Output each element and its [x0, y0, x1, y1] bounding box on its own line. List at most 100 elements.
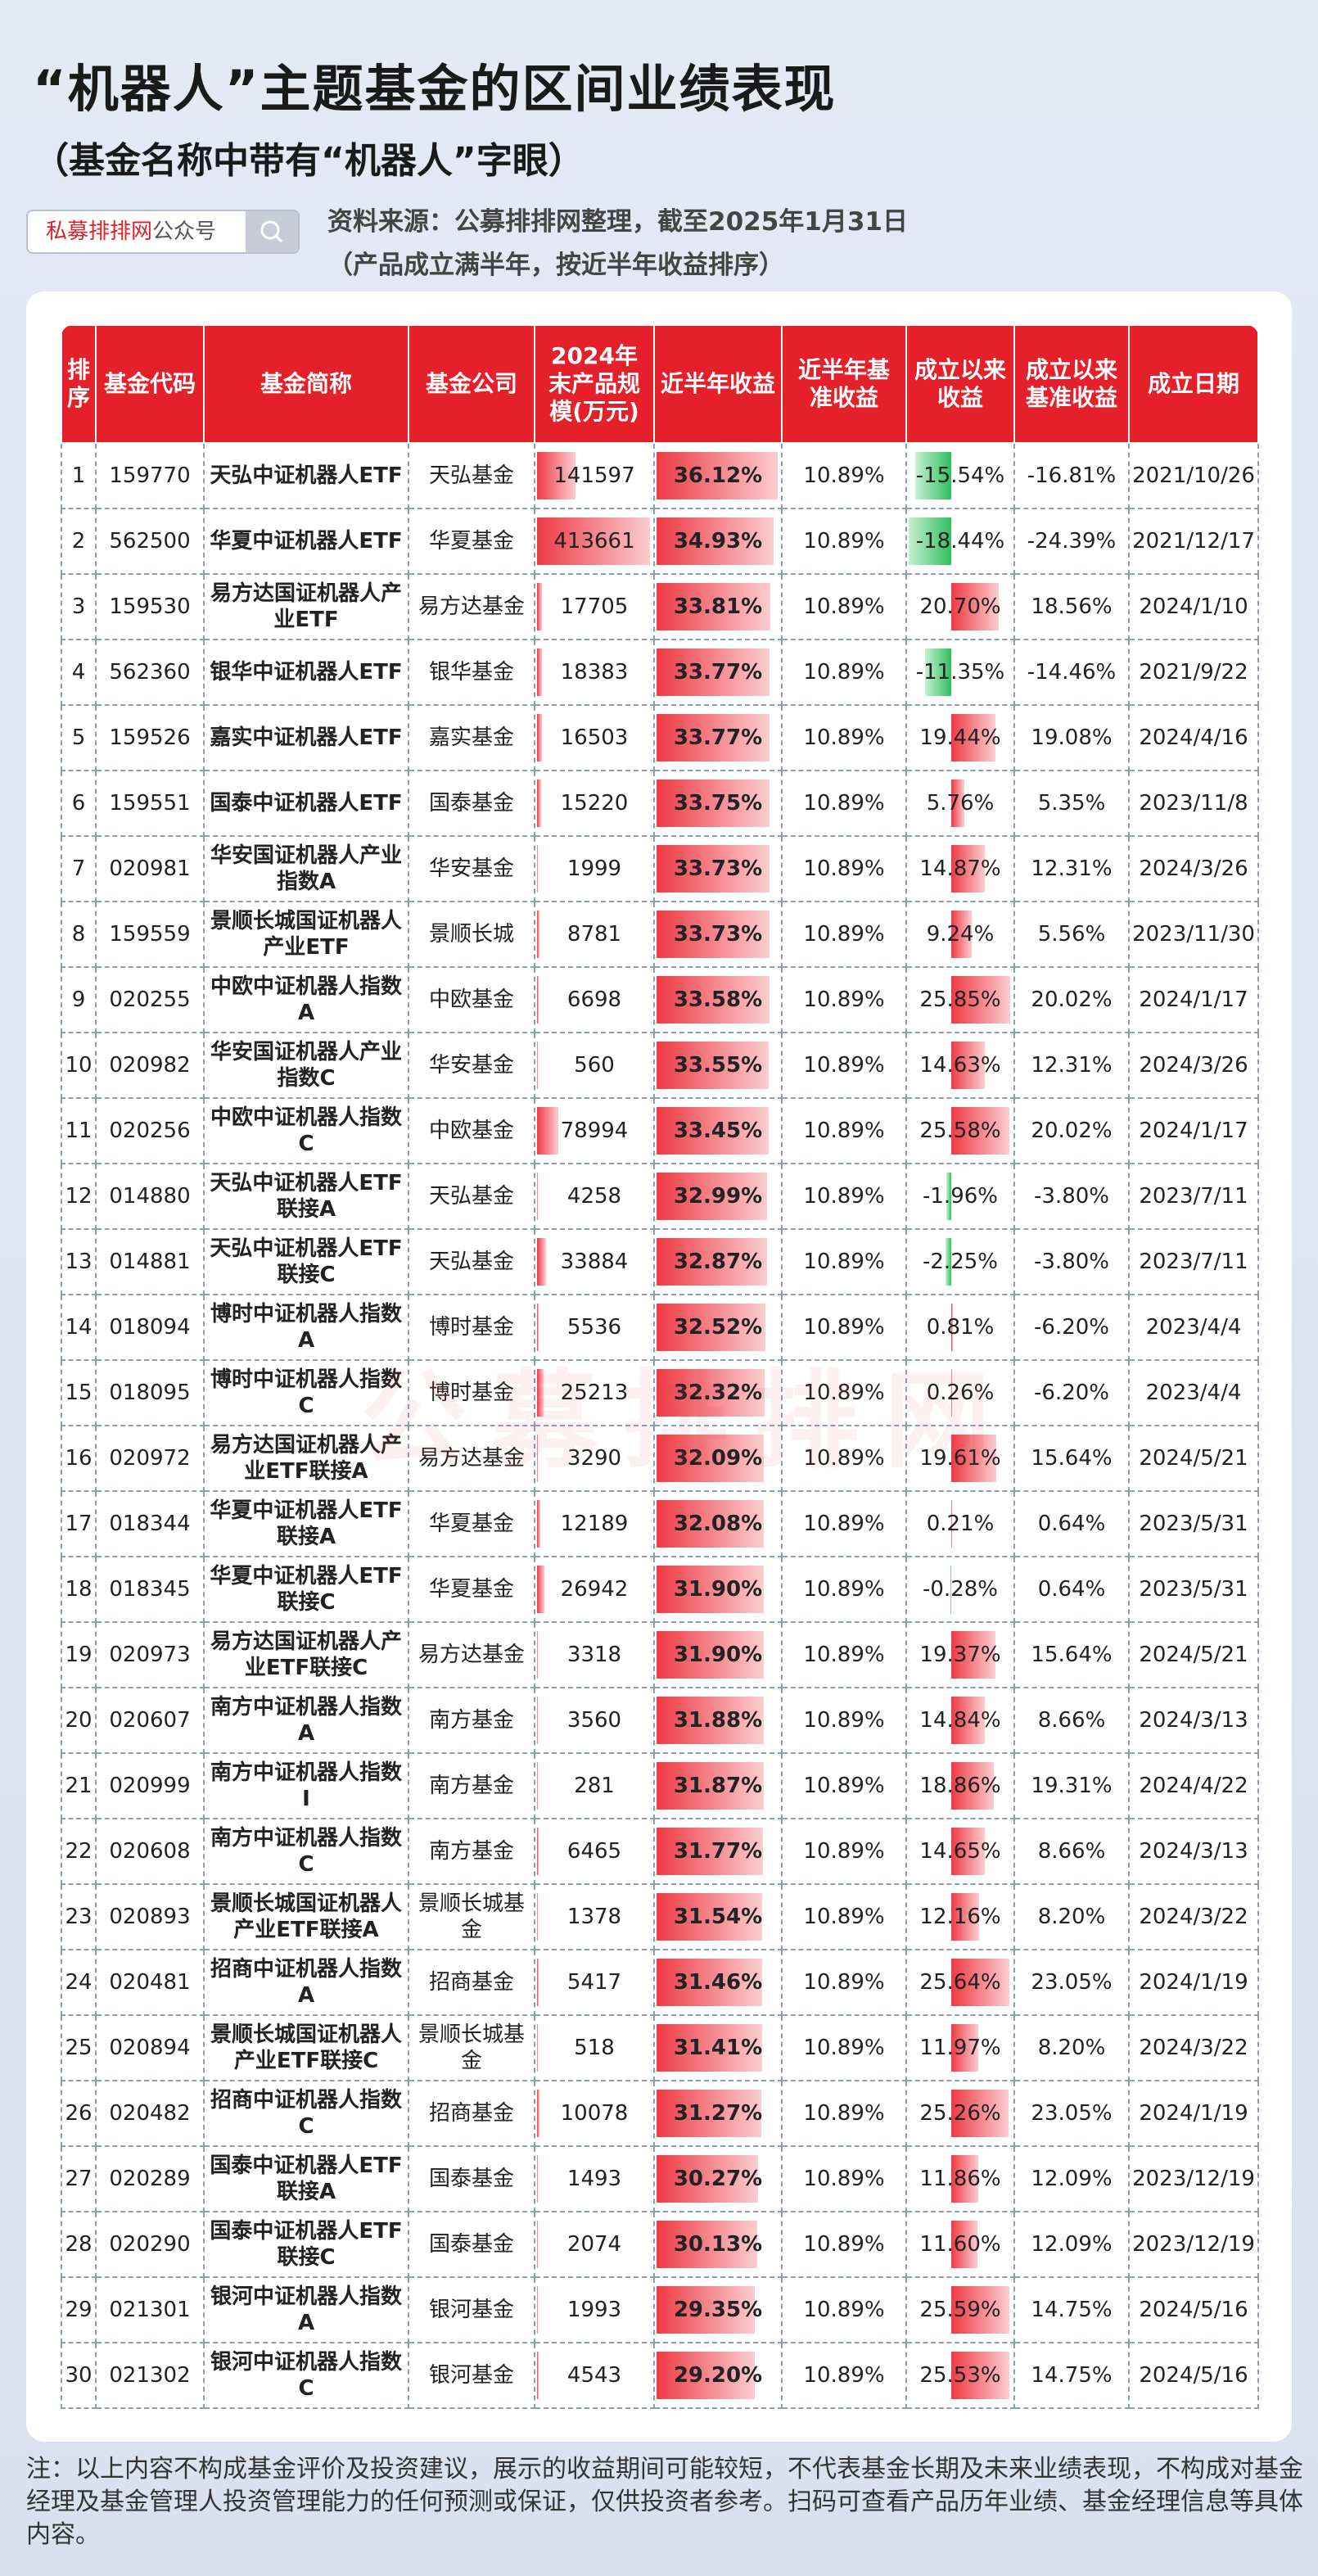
search-box[interactable]: 私募排排网公众号 — [26, 210, 300, 254]
table-cell: 141597 — [534, 442, 655, 509]
cell-text: 12.09% — [1031, 2167, 1113, 2191]
cell-text: 银华中证机器人ETF — [210, 660, 403, 685]
cell-text: 25.64% — [919, 1970, 1001, 1995]
search-button[interactable] — [246, 211, 298, 252]
cell-text: 33.58% — [673, 987, 763, 1012]
cell-text: 25.53% — [919, 2363, 1001, 2388]
cell-text: 10.89% — [803, 1577, 885, 1602]
cell-text: -16.81% — [1027, 463, 1117, 488]
cell-text: 33884 — [560, 1250, 629, 1274]
table-cell: 11.86% — [905, 2145, 1015, 2212]
data-bar — [537, 649, 543, 696]
column-header: 排序 — [61, 324, 97, 444]
table-cell: 10.89% — [781, 1687, 907, 1754]
table-cell: 10.89% — [781, 639, 907, 706]
cell-text: 2023/11/8 — [1139, 791, 1248, 816]
table-cell: 10.89% — [781, 573, 907, 640]
cell-text: 华夏基金 — [428, 1512, 514, 1536]
cell-text: 2 — [71, 529, 86, 554]
data-bar — [657, 1959, 762, 2006]
cell-text: 26942 — [560, 1577, 629, 1602]
table-cell: 2021/10/26 — [1128, 442, 1259, 509]
table-cell: 2024/3/26 — [1128, 1032, 1259, 1099]
table-cell: 景顺长城基金 — [408, 2014, 535, 2081]
table-cell: 17 — [61, 1490, 97, 1557]
search-text: 私募排排网公众号 — [28, 211, 246, 252]
cell-text: 国泰基金 — [428, 2232, 514, 2257]
cell-text: -24.39% — [1027, 529, 1117, 554]
cell-text: 6465 — [566, 1839, 622, 1864]
table-cell: 30.27% — [653, 2145, 783, 2212]
table-cell: 10.89% — [781, 966, 907, 1033]
cell-text: 10.89% — [803, 856, 885, 881]
cell-text: 2024/3/26 — [1139, 1053, 1248, 1078]
cell-text: 020894 — [109, 2036, 191, 2060]
table-cell: 10.89% — [781, 2211, 907, 2278]
table-cell: 0.64% — [1013, 1556, 1130, 1623]
table-cell: 15220 — [534, 770, 655, 837]
table-cell: -1.96% — [905, 1163, 1015, 1230]
table-cell: 1999 — [534, 835, 655, 902]
cell-text: 10.89% — [803, 2101, 885, 2126]
cell-text: 2024/3/13 — [1139, 1708, 1248, 1733]
table-row: 14 018094 博时中证机器人指数A 博时基金 5536 32.52% 10.89% 0.… — [61, 1294, 1259, 1361]
cell-text: 32.52% — [673, 1315, 763, 1340]
cell-text: 6698 — [566, 987, 622, 1012]
table-cell: 19.31% — [1013, 1752, 1130, 1819]
cell-text: 14.75% — [1031, 2363, 1113, 2388]
table-cell: 10.89% — [781, 508, 907, 575]
table-cell: 2024/1/10 — [1128, 573, 1259, 640]
table-cell: 9.24% — [905, 901, 1015, 968]
table-row: 22 020608 南方中证机器人指数C 南方基金 6465 31.77% 10.89% 14… — [61, 1818, 1259, 1885]
data-bar — [537, 517, 650, 565]
table-cell: 021301 — [95, 2276, 205, 2343]
data-bar — [950, 1435, 996, 1482]
table-cell: 银河基金 — [408, 2276, 535, 2343]
cell-text: 29.35% — [673, 2298, 763, 2322]
cell-text: 2024/3/22 — [1139, 2036, 1248, 2060]
table-cell: 10.89% — [781, 1228, 907, 1295]
cell-text: 中欧中证机器人指数A — [210, 974, 402, 1025]
table-cell: 1493 — [534, 2145, 655, 2212]
table-cell: 2021/12/17 — [1128, 508, 1259, 575]
cell-text: 2024/1/19 — [1139, 2101, 1248, 2126]
cell-text: 2024/1/17 — [1139, 987, 1248, 1012]
table-cell: 7 — [61, 835, 97, 902]
table-cell: 2023/12/19 — [1128, 2145, 1259, 2212]
cell-text: 020481 — [109, 1970, 191, 1995]
cell-text: 华安基金 — [428, 856, 514, 881]
cell-text: 0.81% — [926, 1315, 995, 1340]
cell-text: 11.97% — [919, 2036, 1001, 2060]
table-cell: 华夏中证机器人ETF联接C — [203, 1556, 409, 1623]
cell-text: 31.90% — [673, 1577, 763, 1602]
data-bar — [657, 1107, 770, 1155]
cell-text: 32.32% — [673, 1381, 763, 1405]
cell-text: 17705 — [560, 594, 629, 619]
table-cell: 天弘中证机器人ETF联接C — [203, 1228, 409, 1295]
cell-text: 30.13% — [673, 2232, 763, 2257]
cell-text: 18.56% — [1031, 594, 1113, 619]
table-cell: 10.89% — [781, 1359, 907, 1426]
data-bar — [950, 714, 996, 762]
cell-text: 159526 — [109, 725, 191, 750]
cell-text: 10.89% — [803, 2167, 885, 2191]
table-cell: 8781 — [534, 901, 655, 968]
table-cell: 3290 — [534, 1425, 655, 1492]
data-bar — [657, 1893, 763, 1941]
table-cell: 中欧基金 — [408, 966, 535, 1033]
table-row: 29 021301 银河中证机器人指数A 银河基金 1993 29.35% 10.89% 25… — [61, 2276, 1259, 2343]
table-cell: 18 — [61, 1556, 97, 1623]
cell-text: 020999 — [109, 1774, 191, 1798]
table-cell: 国泰中证机器人ETF — [203, 770, 409, 837]
table-cell: 159530 — [95, 573, 205, 640]
table-row: 11 020256 中欧中证机器人指数C 中欧基金 78994 33.45% 10.89% 2… — [61, 1097, 1259, 1164]
table-cell: 易方达基金 — [408, 1425, 535, 1492]
cell-text: 25.85% — [919, 987, 1001, 1012]
table-row: 17 018344 华夏中证机器人ETF联接A 华夏基金 12189 32.08% 10.8… — [61, 1490, 1259, 1557]
table-cell: 34.93% — [653, 508, 783, 575]
data-bar — [537, 2221, 538, 2268]
cell-text: 0.26% — [926, 1381, 995, 1405]
table-cell: 33.55% — [653, 1032, 783, 1099]
cell-text: 31.41% — [673, 2036, 763, 2060]
cell-text: 36.12% — [673, 463, 763, 488]
